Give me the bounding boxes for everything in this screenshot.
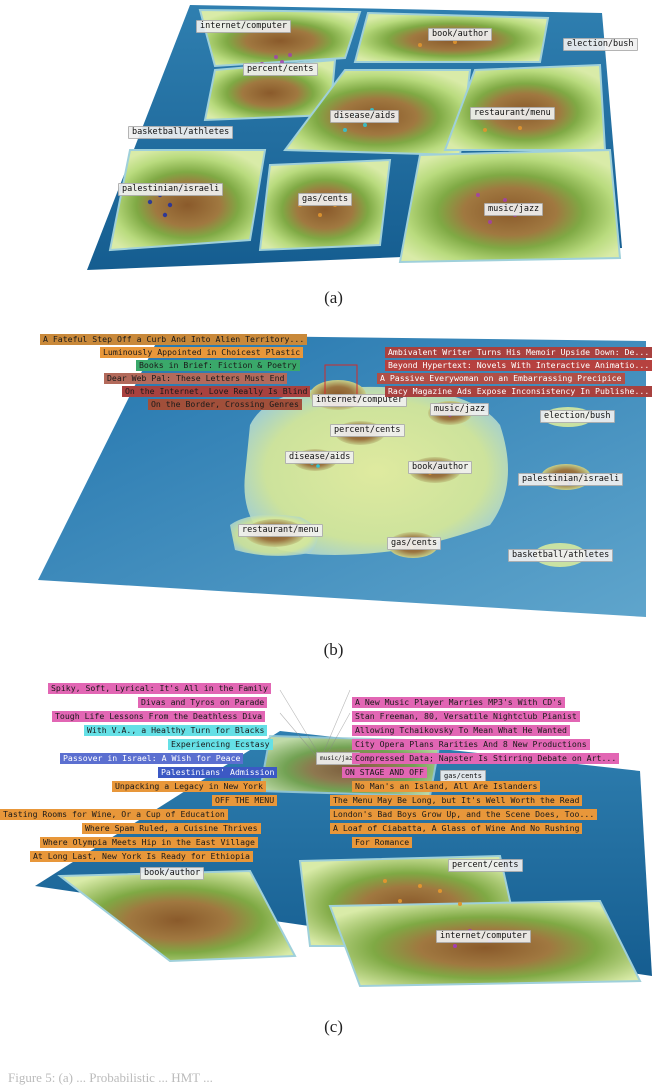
snippet: Compressed Data; Napster Is Stirring Deb… [352, 753, 620, 764]
snippet: Spiky, Soft, Lyrical: It's All in the Fa… [48, 683, 271, 694]
figure-panel-b: internet/computer music/jazz election/bu… [0, 325, 667, 635]
snippet: The Menu May Be Long, but It's Well Wort… [330, 795, 583, 806]
caption-b: (b) [323, 640, 344, 659]
caption-c: (c) [324, 1017, 343, 1036]
topic-label: book/author [428, 28, 493, 41]
snippet: A Fateful Step Off a Curb And Into Alien… [40, 334, 308, 345]
topic-label: percent/cents [243, 63, 318, 76]
snippet: Allowing Tchaikovsky To Mean What He Wan… [352, 725, 570, 736]
snippet: Dear Web Pal: These Letters Must End [104, 373, 288, 384]
snippet: City Opera Plans Rarities And 8 New Prod… [352, 739, 590, 750]
snippet: No Man's an Island, All Are Islanders [352, 781, 541, 792]
topic-label: disease/aids [330, 110, 400, 123]
topic-label: internet/computer [196, 20, 291, 33]
snippet: Luminously Appointed in Choicest Plastic [100, 347, 304, 358]
topic-label: internet/computer [436, 930, 531, 943]
snippet: Unpacking a Legacy in New York [112, 781, 266, 792]
topic-label: music/jazz [316, 752, 361, 765]
topic-label: disease/aids [285, 451, 355, 464]
topic-label: palestinian/israeli [118, 183, 224, 196]
topic-label: music/jazz [484, 203, 544, 216]
topic-label: internet/computer [312, 394, 407, 407]
snippet: On the Internet, Love Really Is Blind [122, 386, 311, 397]
snippet: Divas and Tyros on Parade [138, 697, 268, 708]
snippet: Tasting Rooms for Wine, Or a Cup of Educ… [0, 809, 228, 820]
snippet: Experiencing Ecstasy [168, 739, 273, 750]
snippet: Where Spam Ruled, a Cuisine Thrives [82, 823, 261, 834]
snippet: Books in Brief: Fiction & Poetry [136, 360, 300, 371]
topic-label: restaurant/menu [470, 107, 555, 120]
snippet: A Loaf of Ciabatta, A Glass of Wine And … [330, 823, 583, 834]
snippet: Racy Magazine Ads Expose Inconsistency I… [385, 386, 653, 397]
figure-panel-c: music/jazz gas/cents book/author percent… [0, 676, 667, 1006]
snippet: At Long Last, New York Is Ready for Ethi… [30, 851, 253, 862]
snippet: A Passive Everywoman on an Embarrassing … [377, 373, 625, 384]
snippet: Where Olympia Meets Hip in the East Vill… [40, 837, 258, 848]
topic-map-c [35, 689, 652, 988]
snippet: OFF THE MENU [212, 795, 278, 806]
topic-label: basketball/athletes [128, 126, 234, 139]
snippet: Beyond Hypertext: Novels With Interactiv… [385, 360, 653, 371]
topic-label: palestinian/israeli [518, 473, 624, 486]
snippet: A New Music Player Marries MP3's With CD… [352, 697, 566, 708]
topic-label: gas/cents [298, 193, 353, 206]
caption-a: (a) [324, 288, 343, 307]
topic-label: restaurant/menu [238, 524, 323, 537]
topic-label: book/author [140, 867, 205, 880]
topic-label: basketball/athletes [508, 549, 614, 562]
figure-panel-a: internet/computer book/author election/b… [0, 0, 667, 285]
snippet: Ambivalent Writer Turns His Memoir Upsid… [385, 347, 653, 358]
topic-label: percent/cents [448, 859, 523, 872]
snippet: On the Border, Crossing Genres [148, 399, 302, 410]
topic-label: election/bush [540, 410, 615, 423]
snippet: Passover in Israel: A Wish for Peace [60, 753, 244, 764]
snippet: ON STAGE AND OFF [342, 767, 427, 778]
topic-label: percent/cents [330, 424, 405, 437]
snippet: For Romance [352, 837, 413, 848]
topic-label: gas/cents [387, 537, 442, 550]
figure-caption-text: Figure 5: (a) ... Probabilistic ... HMT … [8, 1070, 213, 1085]
snippet: London's Bad Boys Grow Up, and the Scene… [330, 809, 598, 820]
snippet: Stan Freeman, 80, Versatile Nightclub Pi… [352, 711, 580, 722]
topic-label: election/bush [563, 38, 638, 51]
snippet: With V.A., a Healthy Turn for Blacks [84, 725, 268, 736]
topic-label: music/jazz [430, 403, 490, 416]
snippet: Palestinians' Admission [158, 767, 278, 778]
snippet: Tough Life Lessons From the Deathless Di… [52, 711, 266, 722]
topic-label: book/author [408, 461, 473, 474]
